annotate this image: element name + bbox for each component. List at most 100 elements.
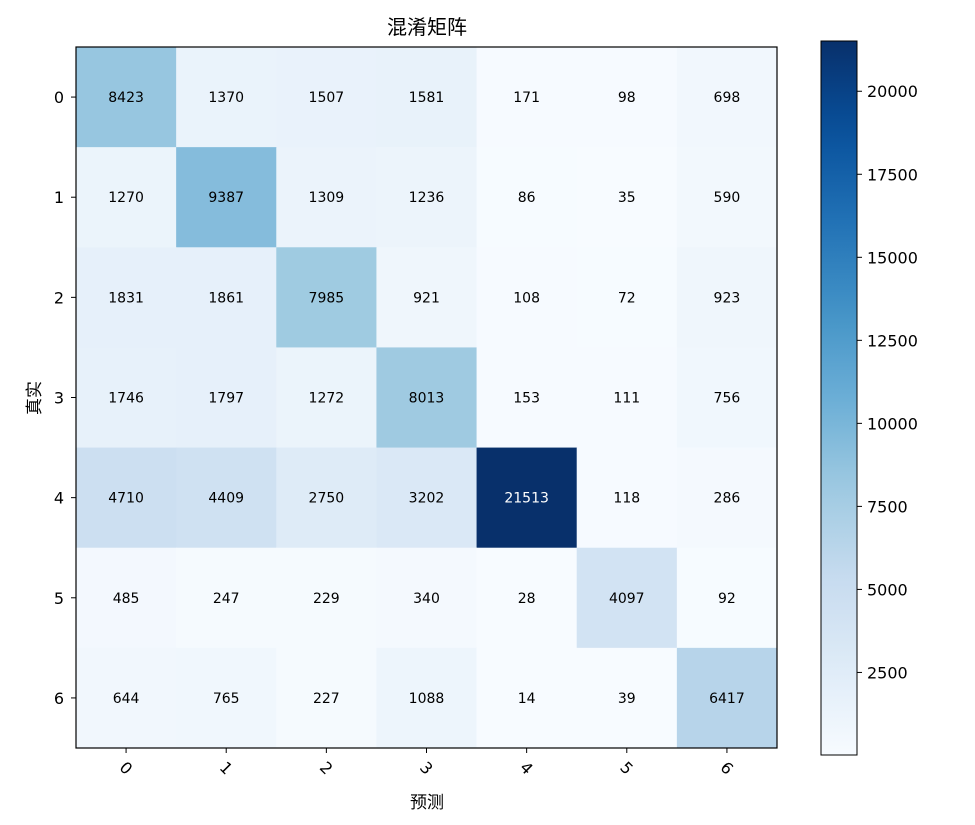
- colorbar-tick-label: 20000: [867, 82, 918, 101]
- cell-value-label: 14: [518, 691, 536, 707]
- cell-value-label: 1272: [309, 391, 345, 407]
- x-tick-label: 3: [416, 758, 437, 779]
- heatmap-cell: [576, 347, 678, 449]
- y-tick-label: 3: [54, 389, 64, 408]
- heatmap-cell: [276, 347, 377, 449]
- heatmap-cell: [176, 447, 277, 549]
- y-tick-label: 5: [54, 589, 64, 608]
- cell-value-label: 590: [714, 190, 741, 206]
- heatmap-cell: [376, 547, 478, 649]
- cell-value-label: 8423: [108, 90, 144, 106]
- x-tick-label: 5: [616, 758, 637, 779]
- colorbar-tick-label: 17500: [867, 165, 918, 184]
- cell-value-label: 644: [113, 691, 140, 707]
- cell-value-label: 1370: [208, 90, 244, 106]
- cell-value-label: 72: [618, 290, 636, 306]
- cell-value-label: 86: [518, 190, 536, 206]
- x-tick-label: 1: [216, 758, 237, 779]
- heatmap-cell: [576, 447, 678, 549]
- heatmap-cell: [176, 347, 277, 449]
- cell-value-label: 7985: [309, 290, 345, 306]
- cell-value-label: 171: [513, 90, 540, 106]
- cell-value-label: 1797: [208, 391, 244, 407]
- cell-value-label: 35: [618, 190, 636, 206]
- cell-value-label: 98: [618, 90, 636, 106]
- heatmap-cells: [76, 47, 778, 749]
- x-axis-title: 预测: [410, 793, 444, 813]
- cell-value-label: 1581: [409, 90, 445, 106]
- heatmap-cell: [176, 247, 277, 348]
- cell-value-label: 153: [513, 391, 540, 407]
- heatmap-cell: [676, 147, 778, 248]
- cell-value-label: 2750: [309, 491, 345, 507]
- heatmap-cell: [76, 147, 177, 248]
- colorbar-tick-label: 7500: [867, 497, 908, 516]
- heatmap-cell: [276, 147, 377, 248]
- heatmap-cell: [376, 247, 478, 348]
- heatmap-cell: [376, 447, 478, 549]
- cell-value-label: 4097: [609, 591, 645, 607]
- heatmap-cell: [476, 647, 578, 749]
- colorbar-tick-label: 2500: [867, 663, 908, 682]
- cell-value-label: 765: [213, 691, 240, 707]
- heatmap-cell: [276, 47, 377, 148]
- cell-value-label: 3202: [409, 491, 445, 507]
- heatmap-cell: [376, 47, 478, 148]
- cell-value-label: 28: [518, 591, 536, 607]
- cell-value-label: 111: [613, 391, 640, 407]
- cell-value-label: 340: [413, 591, 440, 607]
- heatmap-cell-labels: 8423 1370 1507 1581 171 98 698 1270 9387 1309 1236…: [108, 90, 744, 707]
- heatmap-cell: [576, 47, 678, 148]
- heatmap-cell: [176, 547, 277, 649]
- cell-value-label: 9387: [208, 190, 244, 206]
- heatmap-cell: [376, 147, 478, 248]
- heatmap-cell: [576, 647, 678, 749]
- heatmap-cell: [476, 47, 578, 148]
- x-tick-label: 4: [516, 758, 537, 779]
- heatmap-cell: [276, 447, 377, 549]
- heatmap-cell: [576, 147, 678, 248]
- heatmap-cell: [276, 247, 377, 348]
- heatmap-cell: [76, 547, 177, 649]
- heatmap-cell: [176, 647, 277, 749]
- cell-value-label: 756: [714, 391, 741, 407]
- cell-value-label: 1861: [208, 290, 244, 306]
- heatmap-cell: [676, 347, 778, 449]
- y-axis-ticks: 0 1 2 3 4 5 6: [54, 88, 76, 708]
- cell-value-label: 1236: [409, 190, 445, 206]
- heatmap-cell: [576, 547, 678, 649]
- cell-value-label: 247: [213, 591, 240, 607]
- colorbar: [820, 40, 858, 756]
- heatmap-cell: [476, 547, 578, 649]
- cell-value-label: 698: [714, 90, 741, 106]
- cell-value-label: 923: [714, 290, 741, 306]
- x-axis-ticks: 0 1 2 3 4 5 6: [116, 748, 737, 778]
- heatmap-cell: [676, 647, 778, 749]
- cell-value-label: 921: [413, 290, 440, 306]
- cell-value-label: 227: [313, 691, 340, 707]
- heatmap-cell: [76, 247, 177, 348]
- y-tick-label: 6: [54, 689, 64, 708]
- cell-value-label: 1507: [309, 90, 345, 106]
- heatmap-cell: [76, 347, 177, 449]
- cell-value-label: 4710: [108, 491, 144, 507]
- cell-value-label: 8013: [409, 391, 445, 407]
- cell-value-label: 1746: [108, 391, 144, 407]
- heatmap-cell: [276, 547, 377, 649]
- cell-value-label: 485: [113, 591, 140, 607]
- heatmap-cell: [676, 447, 778, 549]
- cell-value-label: 21513: [504, 491, 549, 507]
- heatmap-cell: [176, 47, 277, 148]
- heatmap-cell: [276, 647, 377, 749]
- colorbar-tick-label: 15000: [867, 248, 918, 267]
- heatmap-cell: [76, 447, 177, 549]
- cell-value-label: 1831: [108, 290, 144, 306]
- colorbar-tick-label: 5000: [867, 580, 908, 599]
- cell-value-label: 108: [513, 290, 540, 306]
- heatmap-cell: [476, 447, 578, 549]
- colorbar-tick-label: 12500: [867, 331, 918, 350]
- heatmap-cell: [76, 647, 177, 749]
- y-tick-label: 4: [54, 489, 64, 508]
- x-tick-label: 0: [116, 758, 137, 779]
